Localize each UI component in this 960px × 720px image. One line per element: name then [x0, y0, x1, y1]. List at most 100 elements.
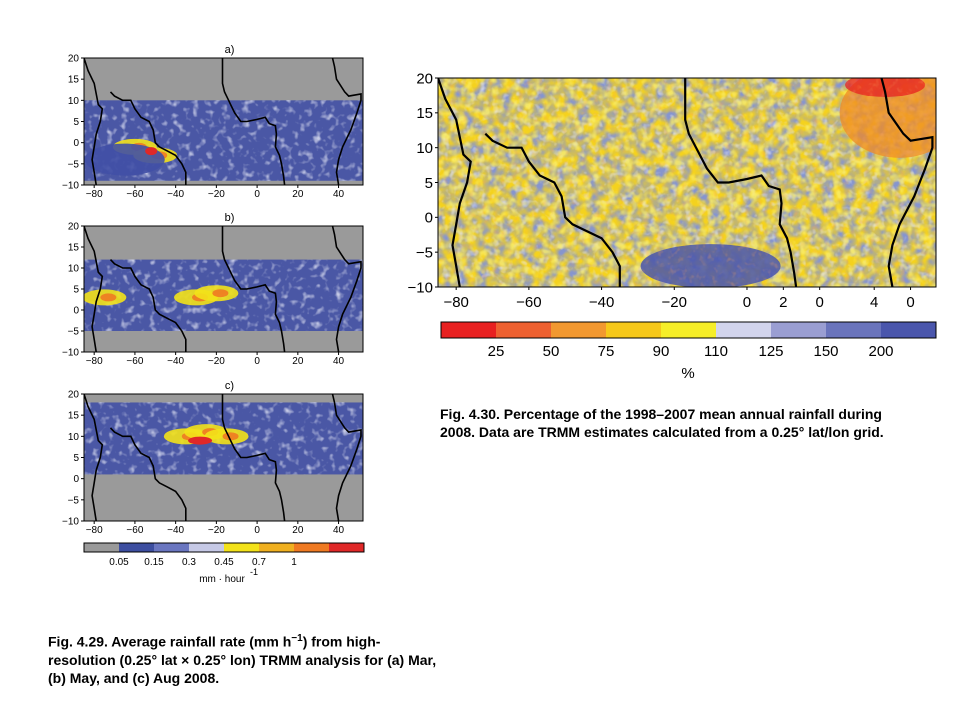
colorbar-tick-label: 0.7	[252, 557, 266, 568]
colorbar-tick-label: 50	[543, 343, 560, 360]
colorbar-unit-label: mm · hour	[199, 574, 245, 585]
colorbar-tick-label: 75	[598, 343, 615, 360]
y-tick-label: 20	[68, 222, 80, 233]
colorbar-swatch	[661, 322, 716, 338]
colorbar-frame	[83, 542, 365, 553]
x-tick-label: −20	[662, 294, 687, 311]
coastline	[109, 427, 187, 521]
colorbar-swatch	[154, 543, 189, 552]
x-tick-label: −40	[167, 356, 184, 367]
y-tick-label: 15	[68, 243, 80, 254]
panel-label: c)	[225, 380, 234, 392]
x-tick-label: −60	[516, 294, 541, 311]
colorbar-swatch	[716, 322, 771, 338]
coastline	[84, 394, 104, 521]
x-tick-label: −20	[208, 189, 225, 200]
colorbar-swatch	[84, 543, 119, 552]
colorbar-swatch	[606, 322, 661, 338]
map-field	[84, 226, 363, 352]
x-tick-label: 2	[779, 294, 787, 311]
colorbar-tick-label: 1	[291, 557, 297, 568]
colorbar-tick-label: 110	[704, 343, 728, 360]
coastline	[331, 226, 362, 352]
x-tick-label: 0	[743, 294, 751, 311]
x-tick-label: −20	[208, 525, 225, 536]
x-tick-label: 20	[292, 189, 304, 200]
rain-peak-red	[188, 436, 213, 445]
colorbar-tick-label: 0.45	[214, 557, 234, 568]
colorbar-tick-label: 150	[813, 343, 838, 360]
coastline	[84, 58, 104, 185]
x-tick-label: −60	[126, 189, 143, 200]
x-tick-label: 0	[254, 189, 260, 200]
y-tick-label: 5	[73, 453, 79, 464]
y-tick-label: 0	[73, 306, 79, 317]
y-tick-label: −5	[68, 495, 80, 506]
colorbar-swatch	[496, 322, 551, 338]
x-tick-label: −80	[443, 294, 468, 311]
coastline	[109, 91, 187, 185]
y-tick-label: −10	[62, 517, 79, 528]
panel-label: a)	[225, 44, 235, 56]
y-tick-label: 15	[68, 411, 80, 422]
x-tick-label: 20	[292, 356, 304, 367]
y-tick-label: 10	[68, 96, 80, 107]
x-tick-label: −60	[126, 525, 143, 536]
colorbar-swatch	[259, 543, 294, 552]
x-tick-label: 0	[906, 294, 914, 311]
colorbar-swatch	[329, 543, 364, 552]
colorbar-tick-label: 125	[758, 343, 783, 360]
coastline	[221, 394, 286, 521]
coastline	[880, 78, 934, 287]
x-tick-label: 40	[333, 189, 345, 200]
colorbar-rainfall-rate: 0.05 0.15 0.3 0.45 0.7 1 mm · hour -1	[83, 542, 365, 585]
colorbar-tick-label: 90	[653, 343, 670, 360]
x-tick-label: −40	[167, 189, 184, 200]
y-tick-label: 10	[68, 264, 80, 275]
coastline	[109, 259, 187, 352]
map-panel-0: −10 −5 0 5 10 15 20 −80 −60 −40 −20 0 20 40 a)	[62, 44, 364, 200]
x-tick-label: −80	[86, 356, 103, 367]
coastline	[221, 58, 286, 185]
y-tick-label: 0	[425, 210, 433, 227]
y-tick-label: −5	[68, 159, 80, 170]
colorbar-swatch	[441, 322, 496, 338]
field-texture-red	[438, 78, 936, 287]
x-tick-label: −20	[208, 356, 225, 367]
colorbar-tick-label: 25	[488, 343, 505, 360]
x-tick-label: 20	[292, 525, 304, 536]
x-tick-label: −40	[589, 294, 614, 311]
map-panel-1: −10 −5 0 5 10 15 20 −80 −60 −40 −20 0 20 40 b)	[62, 212, 364, 367]
y-tick-label: 5	[73, 285, 79, 296]
y-tick-label: −10	[62, 181, 79, 192]
coastline	[684, 78, 798, 287]
colorbar-tick-label: 0.15	[144, 557, 164, 568]
y-tick-label: 10	[416, 140, 433, 157]
colorbar-tick-label: 0.05	[109, 557, 129, 568]
y-tick-label: −5	[68, 327, 80, 338]
rain-core-peak	[212, 289, 229, 298]
y-tick-label: −10	[62, 348, 79, 359]
y-tick-label: 5	[425, 175, 433, 192]
colorbar-swatch	[119, 543, 154, 552]
y-tick-label: 10	[68, 432, 80, 443]
colorbar-swatch	[294, 543, 329, 552]
y-tick-label: 0	[73, 138, 79, 149]
x-tick-label: 0	[254, 356, 260, 367]
y-tick-label: 20	[68, 390, 80, 401]
y-tick-label: 15	[68, 75, 80, 86]
colorbar-frame	[440, 321, 937, 339]
map-panel-2: −10 −5 0 5 10 15 20 −80 −60 −40 −20 0 20 40 c)	[62, 380, 364, 536]
panel-label: b)	[225, 212, 235, 224]
figure-4-30-caption: Fig. 4.30. Percentage of the 1998–2007 m…	[440, 406, 884, 440]
x-tick-label: 4	[870, 294, 878, 311]
coastline	[331, 394, 362, 521]
y-tick-label: 20	[68, 54, 80, 65]
x-tick-label: −40	[167, 525, 184, 536]
coastline	[331, 58, 362, 185]
rain-core-peak	[222, 432, 239, 441]
figure-4-29-caption: Fig. 4.29. Average rainfall rate (mm h−1…	[48, 633, 437, 686]
y-tick-label: −10	[408, 279, 433, 296]
map-field	[438, 78, 936, 287]
